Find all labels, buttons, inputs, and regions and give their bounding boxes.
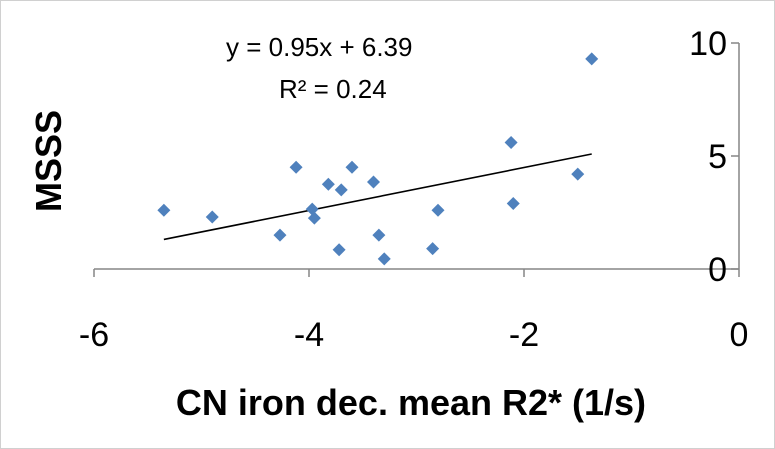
data-point [506, 196, 520, 210]
x-tick-label: -4 [294, 316, 324, 354]
data-point [571, 167, 585, 181]
y-tick-label: 0 [708, 251, 727, 289]
data-point [321, 177, 335, 191]
y-tick-label: 10 [689, 25, 727, 63]
axes [93, 42, 740, 277]
trendline [163, 153, 592, 241]
data-point [377, 252, 391, 266]
data-point [289, 160, 303, 174]
data-point [504, 135, 518, 149]
data-point [332, 243, 346, 257]
y-axis-title: MSSS [28, 110, 69, 212]
x-tick-label: -2 [509, 316, 539, 354]
r-squared-label: R² = 0.24 [279, 74, 387, 104]
data-point [334, 183, 348, 197]
data-point [205, 210, 219, 224]
data-point [585, 52, 599, 66]
data-point [307, 211, 321, 225]
x-axis-title: CN iron dec. mean R2* (1/s) [176, 382, 646, 423]
trendline-equation: y = 0.95x + 6.39 [226, 32, 412, 62]
data-point [157, 203, 171, 217]
x-tick-label: -6 [79, 316, 109, 354]
tick-labels: -6 -4 -2 00 5 10 [79, 25, 749, 354]
data-points [157, 52, 599, 266]
data-point [305, 202, 319, 216]
y-tick-label: 5 [708, 138, 727, 176]
trendline-group [163, 153, 592, 241]
data-point [367, 175, 380, 189]
data-point [426, 242, 440, 256]
data-point [431, 203, 445, 217]
x-tick-label: 0 [730, 316, 749, 354]
data-point [345, 160, 359, 174]
data-point [273, 228, 287, 242]
data-point [372, 228, 386, 242]
